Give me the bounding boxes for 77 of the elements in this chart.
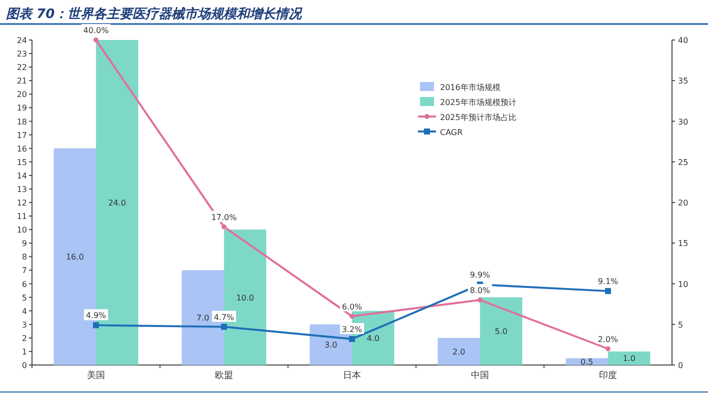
data-label: 40.0%: [83, 26, 110, 35]
y-tick-label: 5: [22, 293, 27, 302]
data-label: 7.0: [196, 314, 210, 323]
data-label: 9.9%: [470, 270, 491, 280]
y-tick-label: 6: [22, 280, 27, 289]
data-label: 4.7%: [214, 312, 235, 322]
y-tick-label: 17: [16, 130, 27, 140]
data-label: 1.0: [622, 354, 636, 364]
y-tick-label: 4: [22, 306, 27, 316]
data-label: 2.0: [452, 347, 466, 356]
y-tick-label: 3: [22, 320, 27, 330]
y2-tick-label: 35: [678, 76, 688, 86]
y-tick-label: 19: [16, 104, 27, 113]
y2-tick-label: 15: [678, 239, 688, 248]
y-tick-label: 20: [16, 90, 27, 100]
data-label: 10.0: [236, 293, 254, 302]
y-tick-label: 11: [16, 212, 27, 222]
bar: [608, 351, 650, 365]
y-tick-label: 1: [22, 347, 27, 356]
data-label: 16.0: [66, 252, 84, 262]
point: [221, 324, 227, 330]
y-tick-label: 9: [22, 239, 27, 248]
data-label: 4.9%: [86, 311, 107, 320]
data-label: 9.1%: [598, 277, 619, 286]
y2-tick-label: 30: [678, 117, 688, 126]
point: [606, 346, 610, 352]
x-tick-label: 美国: [87, 370, 105, 381]
y-tick-label: 7: [22, 266, 27, 276]
y2-tick-label: 25: [678, 158, 688, 167]
y2-tick-label: 20: [678, 198, 688, 208]
data-label: 0.5: [580, 358, 594, 367]
y-tick-label: 10: [16, 226, 27, 235]
y2-tick-label: 5: [678, 320, 684, 330]
y-tick-label: 12: [16, 198, 27, 208]
data-label: 3.0: [324, 340, 338, 350]
legend-label: 2025年市场规模预计: [440, 98, 516, 107]
legend-label: 2016年市场规模: [440, 83, 500, 92]
bar: [566, 358, 608, 365]
y-tick-label: 16: [16, 144, 27, 154]
data-label: 2.0%: [598, 334, 619, 344]
y-tick-label: 15: [16, 158, 27, 167]
y-tick-label: 24: [16, 36, 27, 45]
data-label: 5.0: [494, 327, 508, 336]
y-tick-label: 21: [16, 76, 27, 86]
data-label: 17.0%: [211, 212, 238, 222]
point: [93, 322, 99, 328]
point: [222, 224, 226, 230]
data-label: 4.0: [366, 334, 380, 343]
y2-tick-label: 0: [678, 361, 684, 370]
chart-title: 图表 70：世界各主要医疗器械市场规模和增长情况: [6, 6, 303, 22]
point: [349, 336, 355, 342]
y-tick-label: 22: [16, 63, 27, 72]
y-tick-label: 0: [22, 361, 27, 370]
y-tick-label: 2: [22, 334, 27, 343]
y-tick-label: 18: [16, 117, 27, 126]
data-label: 8.0%: [470, 286, 491, 295]
x-tick-label: 印度: [599, 370, 617, 381]
x-tick-label: 中国: [471, 370, 489, 381]
point: [94, 38, 98, 42]
point: [605, 288, 611, 294]
bar: [438, 338, 480, 365]
point: [350, 314, 354, 319]
y-tick-label: 8: [22, 252, 27, 262]
y-tick-label: 23: [16, 50, 27, 59]
data-label: 24.0: [108, 198, 126, 208]
legend-label: CAGR: [440, 128, 464, 137]
bar: [480, 297, 522, 365]
x-tick-label: 欧盟: [215, 370, 233, 381]
y-tick-label: 14: [16, 171, 27, 180]
data-label: 3.2%: [342, 325, 363, 334]
point: [478, 298, 482, 302]
y-tick-label: 13: [16, 184, 27, 194]
legend-label: 2025年预计市场占比: [440, 113, 516, 122]
data-label: 6.0%: [342, 302, 363, 312]
y2-tick-label: 10: [678, 280, 688, 289]
y2-tick-label: 40: [678, 36, 688, 45]
x-tick-label: 日本: [343, 370, 361, 381]
